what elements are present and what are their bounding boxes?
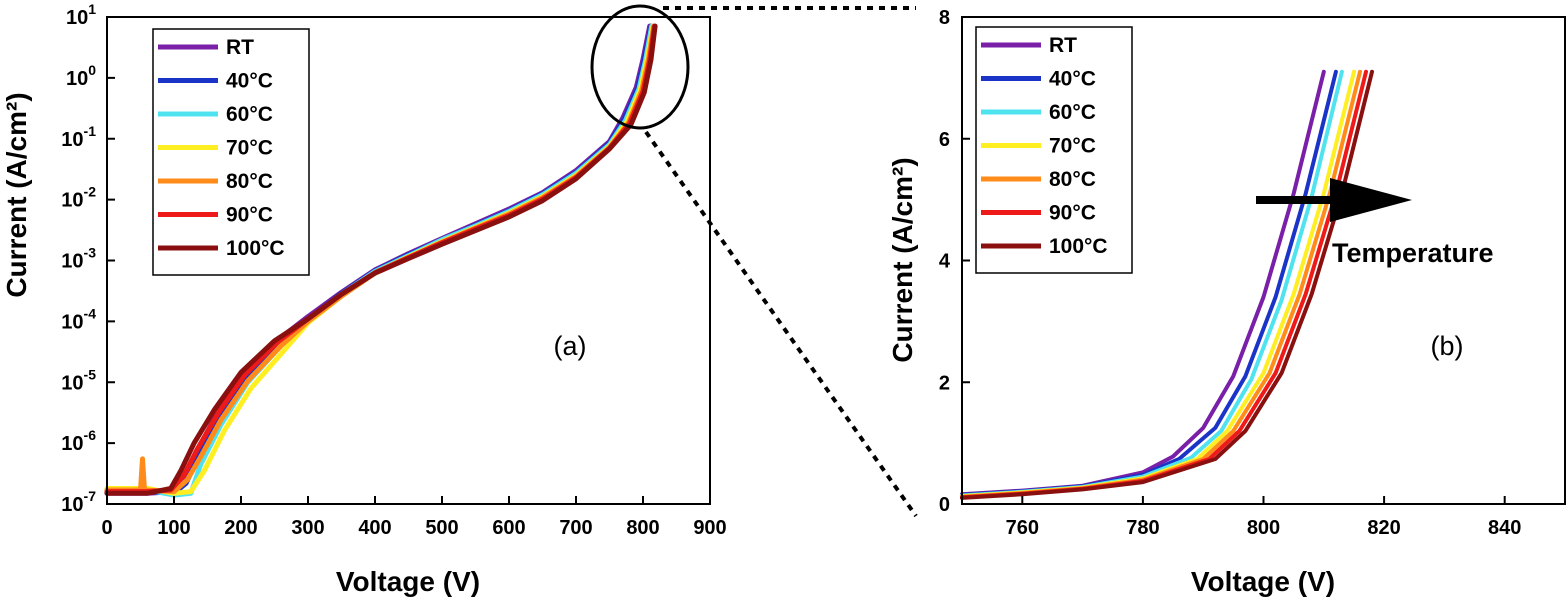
x-tick-label-a: 200 bbox=[224, 517, 257, 539]
legend-label-a-70c: 70°C bbox=[226, 137, 273, 160]
legend-box-b bbox=[975, 26, 1133, 274]
legend-label-b-rt: RT bbox=[1049, 34, 1077, 57]
legend-label-a-90c: 90°C bbox=[226, 204, 273, 227]
legend-label-a-60c: 60°C bbox=[226, 103, 273, 126]
temperature-arrow bbox=[1256, 178, 1412, 222]
zoom-connector-bottom bbox=[644, 130, 918, 518]
x-tick-label-a: 600 bbox=[492, 517, 525, 539]
x-tick-label-a: 100 bbox=[157, 517, 190, 539]
series-group-a bbox=[104, 23, 658, 498]
legend-label-a-80c: 80°C bbox=[226, 170, 273, 193]
y-tick-label-b: 2 bbox=[939, 372, 950, 394]
y-tick-label-a: 10-1 bbox=[61, 123, 96, 151]
x-tick-label-a: 400 bbox=[358, 517, 391, 539]
ticks-a: 0 100 200 300 400 500 600 700 800 900 101 100 10-1 10… bbox=[61, 1, 726, 539]
y-tick-label-b: 4 bbox=[939, 251, 951, 273]
y-tick-label-a: 10-5 bbox=[61, 366, 96, 394]
x-tick-label-a: 300 bbox=[291, 517, 324, 539]
x-tick-label-b: 800 bbox=[1247, 517, 1280, 539]
x-tick-label-b: 840 bbox=[1488, 517, 1521, 539]
x-axis-title-a: Voltage (V) bbox=[336, 566, 480, 597]
temperature-annotation: Temperature bbox=[1332, 238, 1494, 268]
y-axis-title-a: Current (A/cm²) bbox=[1, 92, 32, 297]
panel-a: 0 100 200 300 400 500 600 700 800 900 101 100 10-1 10… bbox=[1, 1, 727, 597]
legend-label-a-100c: 100°C bbox=[226, 237, 285, 260]
y-tick-label-b: 8 bbox=[939, 7, 950, 29]
y-tick-label-a: 101 bbox=[66, 1, 96, 29]
legend-label-b-100c: 100°C bbox=[1049, 235, 1108, 258]
y-tick-label-a: 10-6 bbox=[61, 427, 96, 455]
x-axis-title-b: Voltage (V) bbox=[1191, 566, 1335, 597]
y-tick-label-b: 0 bbox=[939, 494, 950, 516]
y-tick-label-a: 10-3 bbox=[61, 245, 96, 273]
legend-label-a-40c: 40°C bbox=[226, 70, 273, 93]
legend-label-b-40c: 40°C bbox=[1049, 68, 1096, 91]
x-tick-label-a: 0 bbox=[101, 517, 112, 539]
legend-b: RT 40°C 60°C 70°C 80°C 90°C 100°C bbox=[975, 26, 1133, 274]
y-tick-label-a: 100 bbox=[66, 62, 96, 90]
legend-label-a-rt: RT bbox=[226, 36, 254, 59]
y-tick-label-a: 10-4 bbox=[61, 305, 96, 333]
series-line-b-100c bbox=[960, 69, 1374, 500]
ticks-b: 760 780 800 820 840 0 2 4 6 8 bbox=[939, 7, 1522, 539]
x-tick-label-b: 780 bbox=[1126, 517, 1159, 539]
series-line-a-100c bbox=[104, 23, 658, 496]
zoom-circle bbox=[590, 4, 690, 130]
legend-label-b-60c: 60°C bbox=[1049, 101, 1096, 124]
x-tick-label-b: 760 bbox=[1006, 517, 1039, 539]
panel-label-b: (b) bbox=[1431, 331, 1464, 361]
x-tick-label-a: 500 bbox=[425, 517, 458, 539]
y-axis-title-b: Current (A/cm²) bbox=[887, 157, 918, 362]
series-group-b bbox=[960, 69, 1374, 500]
panel-b: 760 780 800 820 840 0 2 4 6 8 Voltage (V) Current… bbox=[887, 7, 1566, 597]
x-tick-label-b: 820 bbox=[1367, 517, 1400, 539]
legend-label-b-90c: 90°C bbox=[1049, 202, 1096, 225]
legend-label-b-70c: 70°C bbox=[1049, 135, 1096, 158]
panel-label-a: (a) bbox=[554, 331, 587, 361]
x-tick-label-a: 800 bbox=[626, 517, 659, 539]
x-tick-label-a: 900 bbox=[693, 517, 726, 539]
legend-a: RT 40°C 60°C 70°C 80°C 90°C 100°C bbox=[152, 28, 310, 276]
legend-label-b-80c: 80°C bbox=[1049, 168, 1096, 191]
y-tick-label-a: 10-7 bbox=[61, 488, 96, 516]
legend-box-a bbox=[152, 28, 310, 276]
y-tick-label-a: 10-2 bbox=[61, 184, 96, 212]
x-tick-label-a: 700 bbox=[559, 517, 592, 539]
y-tick-label-b: 6 bbox=[939, 129, 950, 151]
